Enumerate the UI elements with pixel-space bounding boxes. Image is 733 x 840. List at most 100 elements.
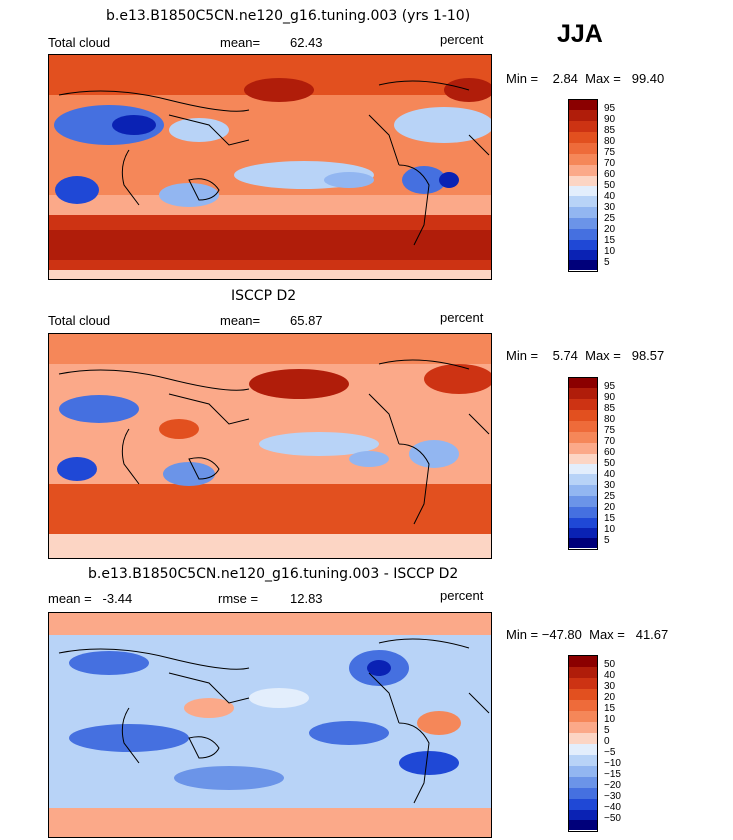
colorbar-swatch [569, 378, 597, 388]
colorbar-swatch [569, 777, 597, 788]
panel-2-mean-label: mean= [220, 313, 261, 328]
colorbar-label: 50 [604, 458, 616, 469]
panel-3-range: Min = −47.80 Max = 41.67 [506, 627, 669, 642]
colorbar-label: 15 [604, 703, 616, 714]
colorbar-swatch [569, 496, 597, 507]
panel-2-range: Min = 5.74 Max = 98.57 [506, 348, 665, 363]
colorbar-swatch [569, 810, 597, 820]
colorbar-swatch [569, 733, 597, 744]
colorbar-label: −10 [604, 758, 621, 769]
colorbar-swatch [569, 799, 597, 810]
colorbar-label: 10 [604, 246, 616, 257]
colorbar-label: 20 [604, 502, 616, 513]
colorbar-label: 30 [604, 681, 616, 692]
colorbar-label: −50 [604, 813, 621, 824]
colorbar-label: −15 [604, 769, 621, 780]
colorbar-label: 30 [604, 480, 616, 491]
colorbar-swatch [569, 240, 597, 250]
colorbar-swatch [569, 755, 597, 766]
colorbar-label: −5 [604, 747, 616, 758]
colorbar-label: 50 [604, 659, 616, 670]
colorbar-swatch [569, 820, 597, 830]
colorbar-label: 80 [604, 414, 616, 425]
colorbar-label: −30 [604, 791, 621, 802]
colorbar-swatch [569, 464, 597, 474]
colorbar-swatch [569, 388, 597, 399]
colorbar-label: 30 [604, 202, 616, 213]
colorbar-label: 40 [604, 670, 616, 681]
colorbar-label: 10 [604, 524, 616, 535]
colorbar-label: 25 [604, 491, 616, 502]
colorbar-swatch [569, 143, 597, 154]
colorbar-swatch [569, 443, 597, 454]
colorbar-swatch [569, 186, 597, 196]
panel-1-colorbar [568, 99, 598, 272]
panel-1-mean-label: mean= [220, 35, 261, 50]
season-label: JJA [557, 20, 603, 48]
colorbar-label: 95 [604, 381, 616, 392]
colorbar-label: 85 [604, 403, 616, 414]
colorbar-label: 75 [604, 147, 616, 158]
panel-1-map [48, 54, 492, 280]
colorbar-swatch [569, 196, 597, 207]
colorbar-swatch [569, 176, 597, 186]
colorbar-label: 50 [604, 180, 616, 191]
panel-2-mean-value: 65.87 [290, 313, 323, 328]
panel-1-variable: Total cloud [48, 35, 111, 50]
colorbar-label: 40 [604, 191, 616, 202]
panel-3-units: percent [440, 588, 484, 603]
colorbar-swatch [569, 218, 597, 229]
colorbar-label: 60 [604, 447, 616, 458]
colorbar-swatch [569, 121, 597, 132]
colorbar-swatch [569, 207, 597, 218]
colorbar-swatch [569, 538, 597, 548]
colorbar-label: 90 [604, 114, 616, 125]
colorbar-swatch [569, 229, 597, 240]
panel-2-map [48, 333, 492, 559]
colorbar-swatch [569, 528, 597, 538]
colorbar-swatch [569, 518, 597, 528]
colorbar-swatch [569, 260, 597, 270]
colorbar-swatch [569, 154, 597, 165]
colorbar-label: 90 [604, 392, 616, 403]
colorbar-label: 80 [604, 136, 616, 147]
colorbar-swatch [569, 474, 597, 485]
colorbar-swatch [569, 421, 597, 432]
panel-3-rmse-label: rmse = [218, 591, 259, 606]
colorbar-swatch [569, 485, 597, 496]
colorbar-swatch [569, 667, 597, 678]
colorbar-swatch [569, 100, 597, 110]
colorbar-swatch [569, 766, 597, 777]
colorbar-label: 40 [604, 469, 616, 480]
colorbar-swatch [569, 507, 597, 518]
panel-1-range: Min = 2.84 Max = 99.40 [506, 71, 665, 86]
colorbar-swatch [569, 711, 597, 722]
colorbar-label: 70 [604, 436, 616, 447]
colorbar-label: 0 [604, 736, 610, 747]
panel-1-mean-value: 62.43 [290, 35, 323, 50]
colorbar-swatch [569, 410, 597, 421]
colorbar-swatch [569, 432, 597, 443]
colorbar-label: 10 [604, 714, 616, 725]
colorbar-swatch [569, 722, 597, 733]
colorbar-label: 15 [604, 513, 616, 524]
panel-1-title: b.e13.B1850C5CN.ne120_g16.tuning.003 (yr… [106, 8, 471, 24]
colorbar-label: 25 [604, 213, 616, 224]
colorbar-label: 70 [604, 158, 616, 169]
colorbar-swatch [569, 788, 597, 799]
colorbar-swatch [569, 700, 597, 711]
colorbar-swatch [569, 744, 597, 755]
colorbar-swatch [569, 678, 597, 689]
colorbar-swatch [569, 454, 597, 464]
panel-2-units: percent [440, 310, 484, 325]
colorbar-swatch [569, 250, 597, 260]
colorbar-swatch [569, 165, 597, 176]
colorbar-label: −40 [604, 802, 621, 813]
colorbar-label: 15 [604, 235, 616, 246]
panel-3-colorbar [568, 655, 598, 832]
panel-2-title: ISCCP D2 [231, 288, 297, 304]
colorbar-label: 20 [604, 692, 616, 703]
colorbar-swatch [569, 110, 597, 121]
colorbar-label: −20 [604, 780, 621, 791]
colorbar-label: 60 [604, 169, 616, 180]
